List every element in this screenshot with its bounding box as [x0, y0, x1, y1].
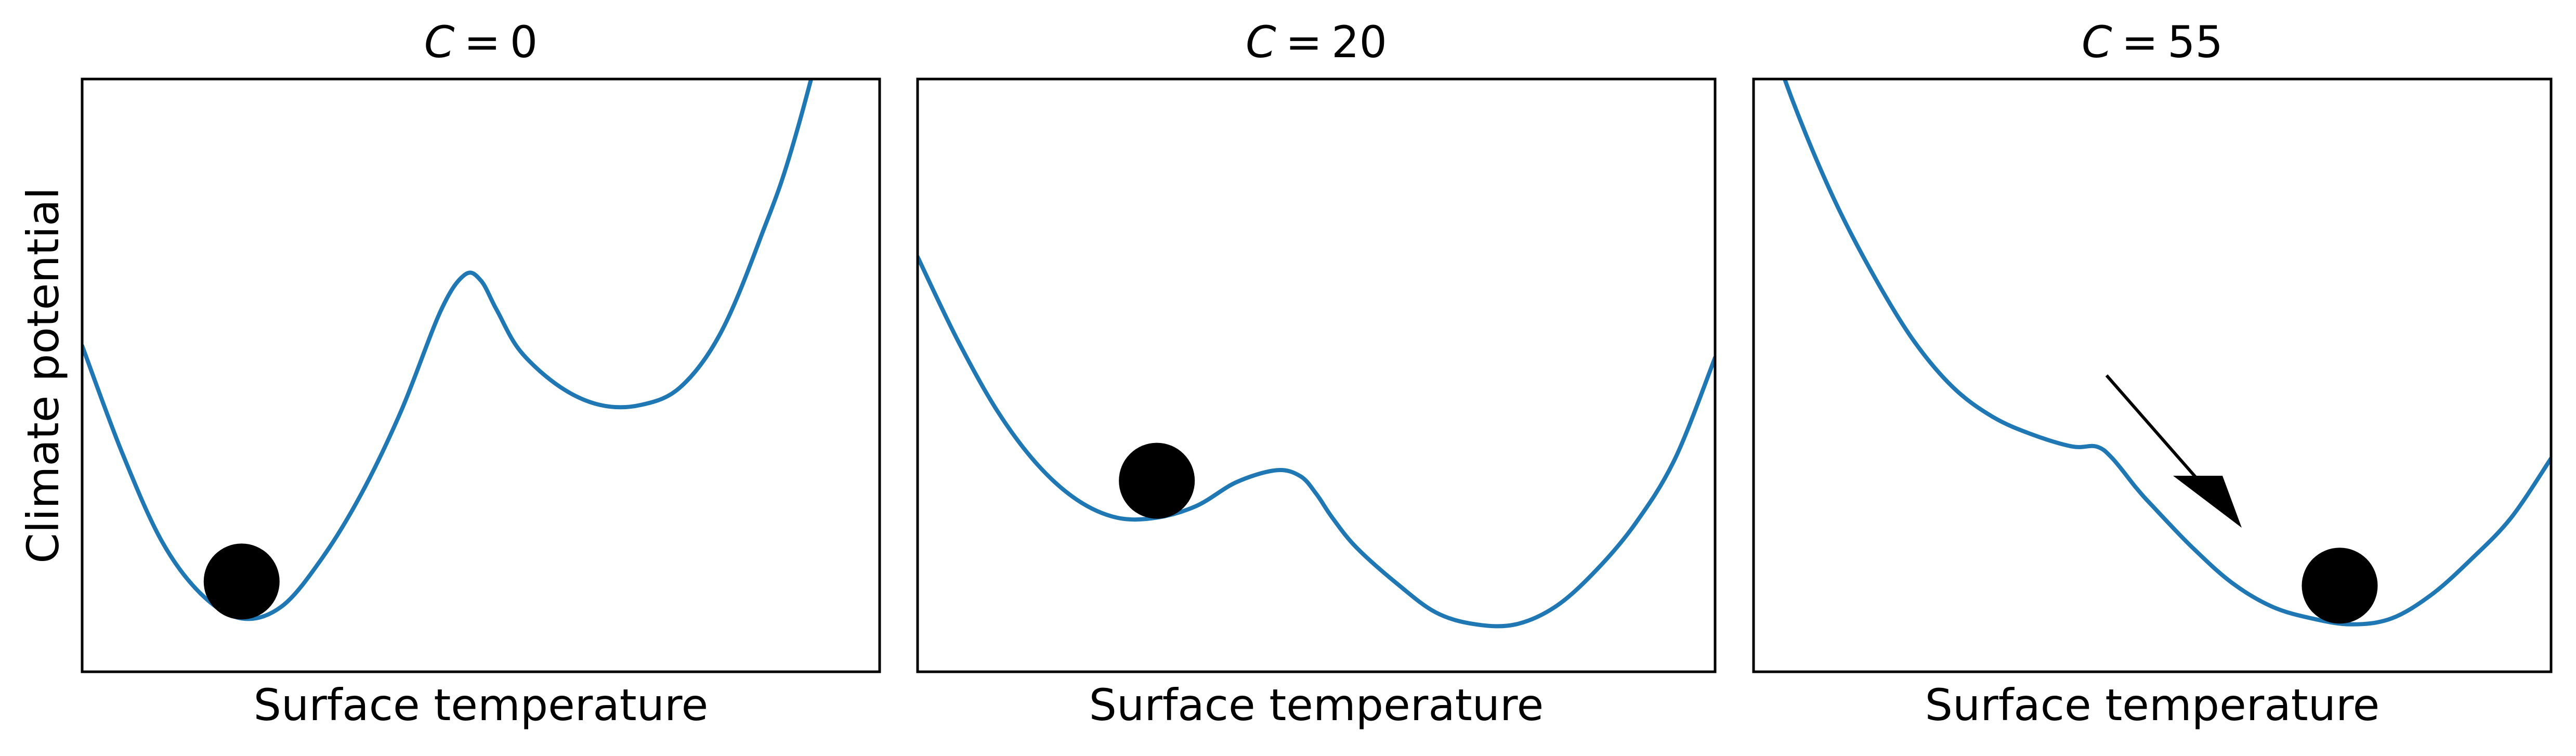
arrow-shaft: [2105, 374, 2204, 486]
plot-frame: [916, 77, 1717, 673]
panel-title-value: 0: [510, 17, 538, 68]
x-axis-label: Surface temperature: [1925, 680, 2380, 731]
panel-title-value: 20: [1331, 17, 1387, 68]
potential-curve: [918, 255, 1715, 629]
shift-arrow: [2105, 374, 2242, 528]
arrow-head: [2173, 476, 2242, 528]
panel-title-var: C: [2082, 17, 2112, 68]
panel-title: C = 55: [2082, 17, 2223, 68]
x-axis-label: Surface temperature: [1089, 680, 1544, 731]
panel-title: C = 20: [1246, 17, 1387, 68]
plot-frame: [81, 77, 881, 673]
plot-frame: [1752, 77, 2553, 673]
panel-c-20: C = 20 Surface temperature: [916, 17, 1717, 731]
state-ball: [2302, 548, 2378, 624]
potential-curve: [82, 79, 814, 621]
panel-c-55: C = 55 Surface temperature: [1752, 17, 2553, 731]
panel-title-value: 55: [2167, 17, 2223, 68]
state-ball: [1119, 442, 1195, 519]
panel-c-0: C = 0 Surface temperature: [81, 17, 881, 731]
potential-curve: [1782, 79, 2551, 627]
y-axis-label: Climate potential: [18, 187, 69, 564]
x-axis-label: Surface temperature: [254, 680, 709, 731]
panel-title-var: C: [1246, 17, 1276, 68]
panel-title-var: C: [424, 17, 455, 68]
panel-title: C = 0: [424, 17, 538, 68]
state-ball: [203, 543, 280, 620]
